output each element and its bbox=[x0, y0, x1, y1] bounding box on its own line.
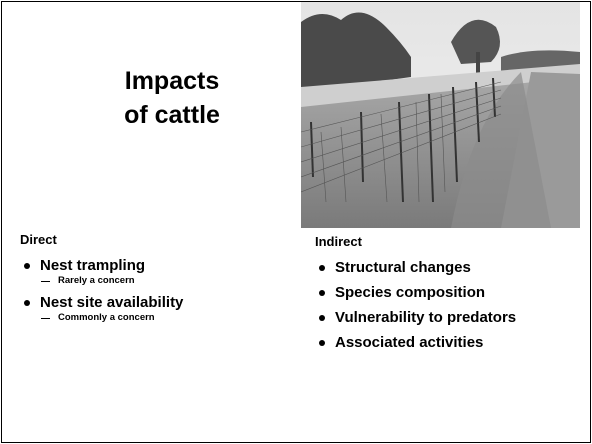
column-heading: Indirect bbox=[315, 234, 516, 249]
slide-title: Impacts of cattle bbox=[72, 64, 272, 132]
slide: Impacts of cattle Direct Nest trampling … bbox=[1, 1, 591, 443]
title-line: of cattle bbox=[72, 98, 272, 132]
indirect-column: Indirect Structural changes Species comp… bbox=[315, 234, 516, 355]
bullet: Structural changes bbox=[315, 255, 516, 280]
column-heading: Direct bbox=[20, 232, 183, 247]
page: {"slide": { "title_lines": ["Impacts", "… bbox=[0, 0, 592, 444]
sub-bullet: Commonly a concern bbox=[20, 312, 183, 324]
photo bbox=[301, 2, 580, 228]
direct-column: Direct Nest trampling Rarely a concern N… bbox=[20, 232, 183, 327]
bullet: Species composition bbox=[315, 280, 516, 305]
title-line: Impacts bbox=[72, 64, 272, 98]
bullet: Associated activities bbox=[315, 330, 516, 355]
sub-bullet: Rarely a concern bbox=[20, 275, 183, 287]
bullet: Vulnerability to predators bbox=[315, 305, 516, 330]
